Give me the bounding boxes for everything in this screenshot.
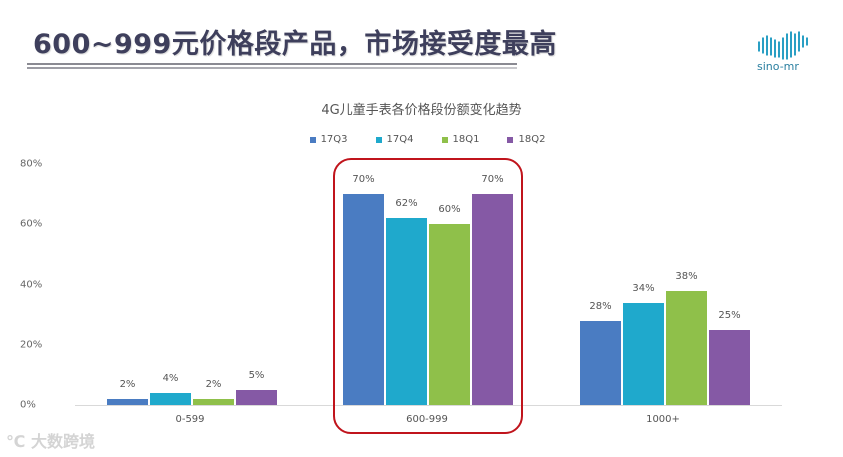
bar-17q3-1000+ bbox=[580, 320, 621, 405]
legend-item-17q3: 17Q3 bbox=[298, 134, 348, 145]
bar-17q3-0-599 bbox=[107, 398, 148, 405]
legend-swatch-icon bbox=[375, 136, 382, 143]
legend-label: 17Q3 bbox=[320, 134, 348, 145]
legend-swatch-icon bbox=[441, 136, 448, 143]
legend-item-18q2: 18Q2 bbox=[495, 134, 545, 145]
headline-rule-top bbox=[27, 63, 517, 65]
bar-value-label: 60% bbox=[438, 204, 461, 216]
logo-text: sino-mr bbox=[757, 60, 799, 73]
category-label-1000-plus: 1000+ bbox=[646, 414, 680, 425]
bar-18q1-0-599 bbox=[193, 398, 234, 405]
bar-value-label: 34% bbox=[632, 282, 655, 294]
bar-18q2-600-999 bbox=[472, 194, 513, 405]
bar-17q4-0-599 bbox=[150, 392, 191, 405]
category-label-0-599: 0-599 bbox=[175, 414, 205, 425]
legend-label: 18Q2 bbox=[518, 134, 546, 145]
bar-value-label: 5% bbox=[248, 369, 265, 381]
bar-value-label: 38% bbox=[675, 270, 698, 282]
bar-18q1-1000+ bbox=[666, 290, 707, 405]
y-tick-0: 0% bbox=[20, 399, 36, 411]
bar-value-label: 62% bbox=[395, 198, 418, 210]
legend-swatch-icon bbox=[507, 136, 514, 143]
category-label-600-999: 600-999 bbox=[406, 414, 448, 425]
bar-value-label: 2% bbox=[119, 378, 136, 390]
legend-swatch-icon bbox=[309, 136, 316, 143]
bar-18q2-0-599 bbox=[236, 389, 277, 405]
bar-17q4-600-999 bbox=[386, 218, 427, 405]
y-tick-40: 40% bbox=[20, 279, 43, 291]
bar-17q3-600-999 bbox=[343, 194, 384, 405]
y-tick-80: 80% bbox=[20, 158, 43, 170]
chart-legend: 17Q3 17Q4 18Q1 18Q2 bbox=[0, 134, 843, 145]
headline-rule-bottom bbox=[27, 67, 517, 69]
kuajing-logo-icon: ℃ bbox=[6, 432, 26, 451]
legend-label: 17Q4 bbox=[386, 134, 414, 145]
y-tick-20: 20% bbox=[20, 339, 43, 351]
bar-value-label: 70% bbox=[352, 174, 375, 186]
legend-item-18q1: 18Q1 bbox=[430, 134, 480, 145]
bar-value-label: 28% bbox=[589, 300, 612, 312]
bar-17q4-1000+ bbox=[623, 302, 664, 405]
bar-value-label: 25% bbox=[718, 309, 741, 321]
bar-18q2-1000+ bbox=[709, 329, 750, 405]
legend-item-17q4: 17Q4 bbox=[364, 134, 414, 145]
highlight-box-600-999 bbox=[333, 158, 523, 434]
bar-value-label: 2% bbox=[205, 378, 222, 390]
y-tick-60: 60% bbox=[20, 218, 43, 230]
bar-value-label: 4% bbox=[162, 372, 179, 384]
sino-mr-map-logo-icon bbox=[758, 31, 808, 60]
legend-label: 18Q1 bbox=[452, 134, 480, 145]
chart-title: 4G儿童手表各价格段份额变化趋势 bbox=[321, 103, 522, 118]
watermark: ℃ 大数跨境 bbox=[6, 428, 95, 452]
page-headline: 600~999元价格段产品，市场接受度最高 bbox=[33, 29, 557, 60]
x-axis-line bbox=[75, 405, 782, 406]
bar-value-label: 70% bbox=[481, 174, 504, 186]
bar-18q1-600-999 bbox=[429, 224, 470, 405]
watermark-text: 大数跨境 bbox=[30, 432, 95, 451]
